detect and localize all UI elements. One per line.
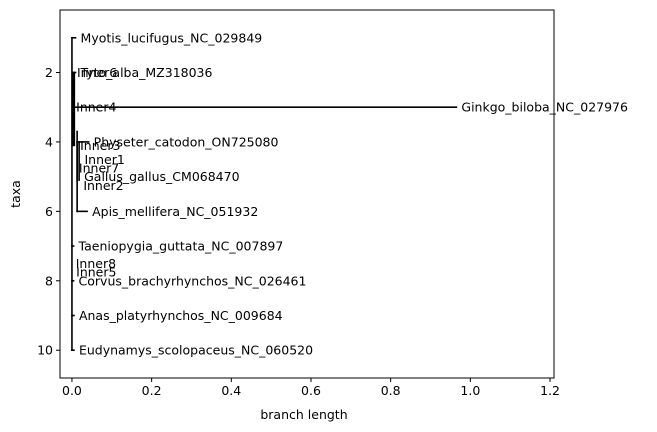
- leaf-label: Ginkgo_biloba_NC_027976: [461, 100, 628, 115]
- leaf-label: Taeniopygia_guttata_NC_007897: [78, 239, 284, 254]
- leaf-label: Tyto_alba_MZ318036: [80, 65, 213, 80]
- y-axis-title: taxa: [8, 180, 23, 208]
- inner-node-label: Inner1: [85, 152, 125, 167]
- x-tick-label: 0.0: [62, 383, 82, 398]
- x-tick-label: 0.2: [142, 383, 162, 398]
- inner-node-label: Inner5: [76, 265, 116, 280]
- y-axis-ticks: 2 4 6 8 10: [37, 65, 60, 358]
- inner-node-label: Inner4: [76, 100, 116, 115]
- plot-frame: [59, 9, 555, 379]
- inner-node-label: Inner6: [77, 65, 117, 80]
- leaf-label: Corvus_brachyrhynchos_NC_026461: [79, 273, 307, 288]
- inner-node-label: Inner3: [80, 138, 120, 153]
- leaf-labels: Myotis_lucifugus_NC_029849 Tyto_alba_MZ31…: [78, 30, 628, 357]
- y-tick-label: 6: [45, 204, 53, 219]
- leaf-label: Apis_mellifera_NC_051932: [92, 204, 258, 219]
- leaf-label: Myotis_lucifugus_NC_029849: [81, 30, 263, 45]
- x-tick-label: 1.0: [460, 383, 480, 398]
- leaf-label: Eudynamys_scolopaceus_NC_060520: [79, 343, 313, 358]
- x-tick-label: 0.8: [381, 383, 401, 398]
- tree-edges: [71, 36, 458, 352]
- y-tick-label: 10: [37, 343, 53, 358]
- x-axis-title: branch length: [260, 407, 347, 422]
- y-tick-label: 2: [45, 65, 53, 80]
- leaf-label: Physeter_catodon_ON725080: [94, 134, 279, 149]
- y-tick-label: 8: [45, 273, 53, 288]
- leaf-label: Anas_platyrhynchos_NC_009684: [79, 308, 283, 323]
- inner-node-label: Inner8: [76, 256, 116, 271]
- x-tick-label: 0.6: [301, 383, 321, 398]
- x-tick-label: 0.4: [221, 383, 241, 398]
- x-axis-ticks: 0.0 0.2 0.4 0.6 0.8 1.0 1.2: [62, 378, 560, 398]
- inner-node-label: Inner7: [79, 160, 119, 175]
- y-tick-label: 4: [45, 134, 53, 149]
- inner-node-label: Inner2: [83, 178, 123, 193]
- x-tick-label: 1.2: [540, 383, 560, 398]
- leaf-label: Gallus_gallus_CM068470: [84, 169, 239, 184]
